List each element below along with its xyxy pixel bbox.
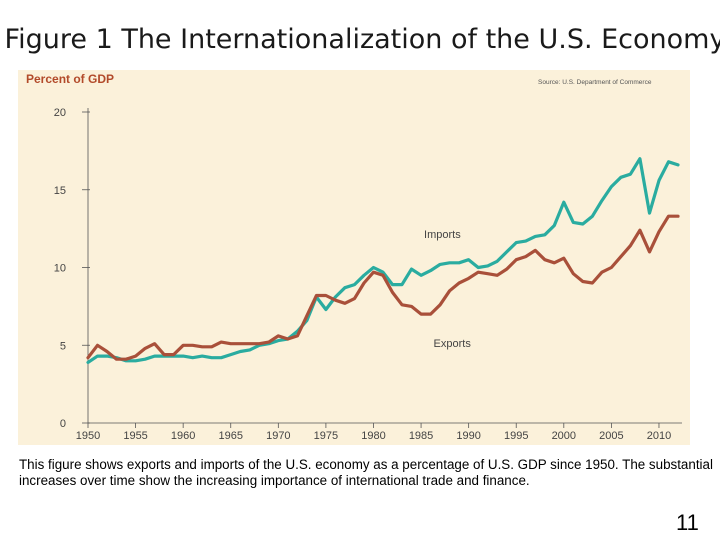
chart-series [86,157,680,364]
slide-number: 11 [676,510,699,535]
slide-title: Figure 1 The Internationalization of the… [4,24,720,55]
x-tick-label: 1970 [266,430,290,442]
y-tick-label: 10 [54,263,66,275]
chart-labels: Imports Exports [424,229,471,350]
x-tick-label: 1960 [171,430,195,442]
plot-background [18,70,690,445]
x-tick-label: 1995 [504,430,528,442]
series-label-imports: Imports [424,229,461,241]
x-tick-label: 1955 [123,430,147,442]
x-tick-label: 2000 [552,430,576,442]
x-tick-label: 2005 [599,430,623,442]
x-tick-label: 1965 [218,430,242,442]
series-line-exports [86,214,680,361]
y-tick-label: 15 [54,185,66,197]
x-tick-label: 1990 [456,430,480,442]
y-tick-label: 5 [60,340,66,352]
y-axis-title: Percent of GDP [26,72,115,86]
x-tick-label: 1950 [76,430,100,442]
y-tick-label: 0 [60,418,66,430]
x-tick-label: 2010 [647,430,671,442]
x-tick-label: 1980 [361,430,385,442]
series-line-imports [86,157,680,364]
figure-caption: This figure shows exports and imports of… [19,457,713,488]
y-tick-label: 20 [54,107,66,119]
series-label-exports: Exports [434,338,472,350]
chart-source: Source: U.S. Department of Commerce [538,79,652,86]
x-tick-label: 1975 [314,430,338,442]
chart-axes: 0 5 10 15 20 1950 1955 1960 1965 1970 1975 1980 1985… [54,107,682,442]
x-tick-label: 1985 [409,430,433,442]
